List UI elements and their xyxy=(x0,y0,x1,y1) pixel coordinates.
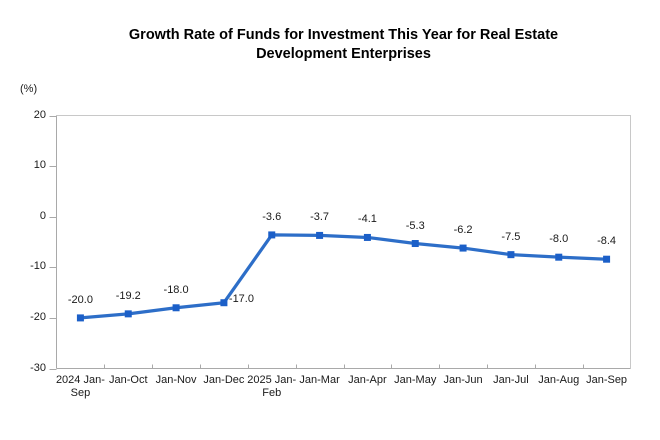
data-point-marker xyxy=(363,233,371,241)
data-point-marker xyxy=(76,314,84,322)
y-axis-unit-label: (%) xyxy=(20,83,38,95)
data-point-marker xyxy=(316,231,324,239)
data-point-marker xyxy=(172,304,180,312)
data-point-marker xyxy=(603,255,611,263)
data-point-marker xyxy=(411,240,419,248)
data-point-marker xyxy=(459,244,467,252)
data-point-marker xyxy=(555,253,563,261)
data-point-marker xyxy=(268,231,276,239)
plot-border xyxy=(56,115,631,369)
chart-title: Growth Rate of Funds for Investment This… xyxy=(128,27,559,62)
series-line xyxy=(78,233,609,320)
data-point-marker xyxy=(220,299,228,307)
data-point-marker xyxy=(507,251,515,259)
data-point-marker xyxy=(124,310,132,318)
axis-lines xyxy=(56,115,631,369)
